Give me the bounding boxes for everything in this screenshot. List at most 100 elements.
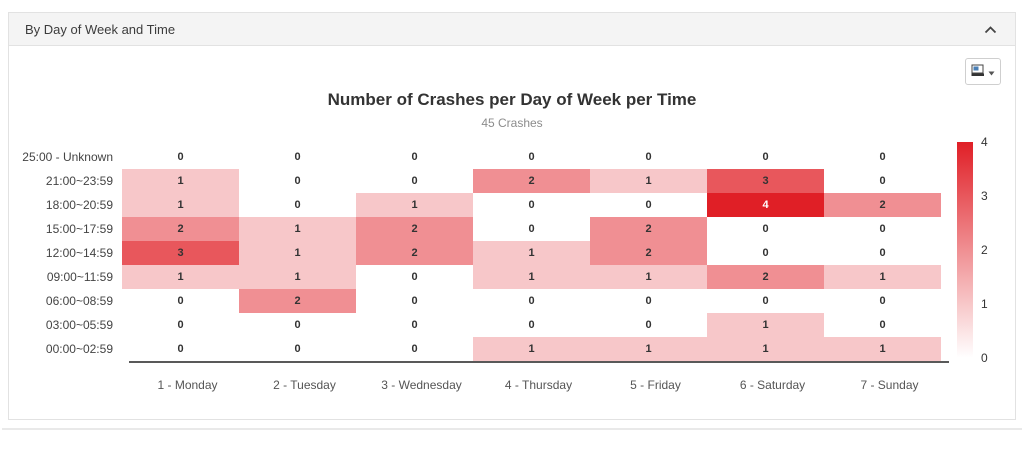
x-axis-label: 4 - Thursday xyxy=(504,378,573,392)
heatmap-cell[interactable]: 0 xyxy=(356,337,473,361)
heatmap-cell[interactable]: 0 xyxy=(590,193,707,217)
heatmap-cell[interactable]: 0 xyxy=(707,241,824,265)
colorbar-gradient xyxy=(957,142,973,358)
heatmap-cell[interactable]: 0 xyxy=(356,313,473,337)
colorbar-tick-label: 4 xyxy=(981,135,988,149)
chevron-up-icon xyxy=(984,22,997,37)
heatmap-cell[interactable]: 0 xyxy=(473,289,590,313)
colorbar-tick-label: 1 xyxy=(981,297,988,311)
heatmap-cell[interactable]: 0 xyxy=(824,313,941,337)
heatmap-cell[interactable]: 3 xyxy=(122,241,239,265)
heatmap-cell[interactable]: 0 xyxy=(824,241,941,265)
colorbar-tick-label: 2 xyxy=(981,243,988,257)
heatmap-cell[interactable]: 0 xyxy=(824,289,941,313)
heatmap-cell[interactable]: 4 xyxy=(707,193,824,217)
heatmap-cell[interactable]: 2 xyxy=(590,241,707,265)
heatmap-cell[interactable]: 0 xyxy=(122,313,239,337)
heatmap-cell[interactable]: 3 xyxy=(707,169,824,193)
heatmap-cell[interactable]: 0 xyxy=(239,169,356,193)
day-of-week-time-panel: By Day of Week and Time Number of Crashe… xyxy=(8,12,1016,420)
heatmap-cell[interactable]: 2 xyxy=(356,241,473,265)
y-axis-label: 15:00~17:59 xyxy=(45,222,113,236)
heatmap-row: 25:00 - Unknown 0 0 0 0 0 0 0 xyxy=(9,145,1015,169)
heatmap-cell[interactable]: 1 xyxy=(356,193,473,217)
heatmap-cell[interactable]: 1 xyxy=(239,217,356,241)
next-section-divider xyxy=(2,428,1022,430)
heatmap-cell[interactable]: 1 xyxy=(473,337,590,361)
heatmap-cell[interactable]: 2 xyxy=(356,217,473,241)
heatmap-cell[interactable]: 0 xyxy=(590,313,707,337)
heatmap-cell[interactable]: 1 xyxy=(239,265,356,289)
heatmap-row: 18:00~20:59 1 0 1 0 0 4 2 xyxy=(9,193,1015,217)
heatmap-cell[interactable]: 0 xyxy=(473,217,590,241)
heatmap-cell[interactable]: 0 xyxy=(590,145,707,169)
heatmap-row: 21:00~23:59 1 0 0 2 1 3 0 xyxy=(9,169,1015,193)
heatmap-cell[interactable]: 0 xyxy=(239,193,356,217)
x-axis-label: 2 - Tuesday xyxy=(273,378,336,392)
heatmap-cell[interactable]: 2 xyxy=(473,169,590,193)
heatmap-cell[interactable]: 1 xyxy=(590,169,707,193)
y-axis-label: 00:00~02:59 xyxy=(45,342,113,356)
panel-header: By Day of Week and Time xyxy=(9,13,1015,46)
heatmap-cell[interactable]: 0 xyxy=(239,145,356,169)
x-axis-label: 5 - Friday xyxy=(630,378,681,392)
heatmap-cell[interactable]: 2 xyxy=(122,217,239,241)
collapse-panel-button[interactable] xyxy=(981,20,999,38)
heatmap-cell[interactable]: 0 xyxy=(707,145,824,169)
colorbar-tick-label: 3 xyxy=(981,189,988,203)
heatmap-cell[interactable]: 1 xyxy=(239,241,356,265)
y-axis-label: 09:00~11:59 xyxy=(46,270,113,284)
y-axis-label: 21:00~23:59 xyxy=(45,174,113,188)
heatmap-cell[interactable]: 1 xyxy=(590,337,707,361)
heatmap-cell[interactable]: 0 xyxy=(707,217,824,241)
heatmap-cell[interactable]: 0 xyxy=(473,193,590,217)
heatmap-cell[interactable]: 0 xyxy=(590,289,707,313)
heatmap-cell[interactable]: 0 xyxy=(356,265,473,289)
export-chart-button[interactable] xyxy=(965,58,1001,85)
panel-title: By Day of Week and Time xyxy=(25,21,176,37)
x-axis-label: 1 - Monday xyxy=(157,378,218,392)
heatmap-cell[interactable]: 1 xyxy=(473,241,590,265)
heatmap-cell[interactable]: 2 xyxy=(824,193,941,217)
heatmap-cell[interactable]: 0 xyxy=(473,313,590,337)
heatmap-cell[interactable]: 0 xyxy=(239,337,356,361)
heatmap-cell[interactable]: 0 xyxy=(356,289,473,313)
heatmap-cell[interactable]: 0 xyxy=(122,337,239,361)
y-axis-label: 06:00~08:59 xyxy=(45,294,113,308)
heatmap-cell[interactable]: 1 xyxy=(122,169,239,193)
y-axis-label: 18:00~20:59 xyxy=(45,198,113,212)
x-axis-label: 6 - Saturday xyxy=(739,378,806,392)
chart-title: Number of Crashes per Day of Week per Ti… xyxy=(327,90,697,109)
heatmap-cell[interactable]: 1 xyxy=(707,337,824,361)
heatmap-cell[interactable]: 0 xyxy=(122,289,239,313)
heatmap-row: 09:00~11:59 1 1 0 1 1 2 1 xyxy=(9,265,1015,289)
heatmap-row: 06:00~08:59 0 2 0 0 0 0 0 xyxy=(9,289,1015,313)
heatmap-cell[interactable]: 1 xyxy=(473,265,590,289)
heatmap-cell[interactable]: 0 xyxy=(707,289,824,313)
x-axis-label: 7 - Sunday xyxy=(860,378,919,392)
heatmap-cell[interactable]: 0 xyxy=(824,217,941,241)
heatmap-cell[interactable]: 0 xyxy=(356,169,473,193)
heatmap-cell[interactable]: 0 xyxy=(824,145,941,169)
heatmap-cell[interactable]: 1 xyxy=(824,337,941,361)
heatmap-cell[interactable]: 0 xyxy=(122,145,239,169)
heatmap-cell[interactable]: 2 xyxy=(239,289,356,313)
heatmap-cell[interactable]: 0 xyxy=(239,313,356,337)
heatmap-cell[interactable]: 1 xyxy=(122,193,239,217)
heatmap-cell[interactable]: 2 xyxy=(590,217,707,241)
heatmap-cell[interactable]: 1 xyxy=(590,265,707,289)
heatmap-cell[interactable]: 0 xyxy=(473,145,590,169)
heatmap-cell[interactable]: 0 xyxy=(356,145,473,169)
panel-body: Number of Crashes per Day of Week per Ti… xyxy=(9,46,1015,419)
heatmap-cell[interactable]: 1 xyxy=(824,265,941,289)
caret-down-icon xyxy=(988,64,995,79)
x-axis-labels: 1 - Monday 2 - Tuesday 3 - Wednesday 4 - Th… xyxy=(129,378,949,392)
colorbar: 4 3 2 1 0 xyxy=(957,135,988,365)
heatmap-cell[interactable]: 0 xyxy=(824,169,941,193)
heatmap-row: 00:00~02:59 0 0 0 1 1 1 1 xyxy=(9,337,1015,361)
heatmap: 25:00 - Unknown 0 0 0 0 0 0 0 21:00~23:59 1 0 0 2 1 3 0… xyxy=(9,145,1015,361)
heatmap-cell[interactable]: 1 xyxy=(122,265,239,289)
heatmap-cell[interactable]: 2 xyxy=(707,265,824,289)
heatmap-row: 03:00~05:59 0 0 0 0 0 1 0 xyxy=(9,313,1015,337)
heatmap-cell[interactable]: 1 xyxy=(707,313,824,337)
